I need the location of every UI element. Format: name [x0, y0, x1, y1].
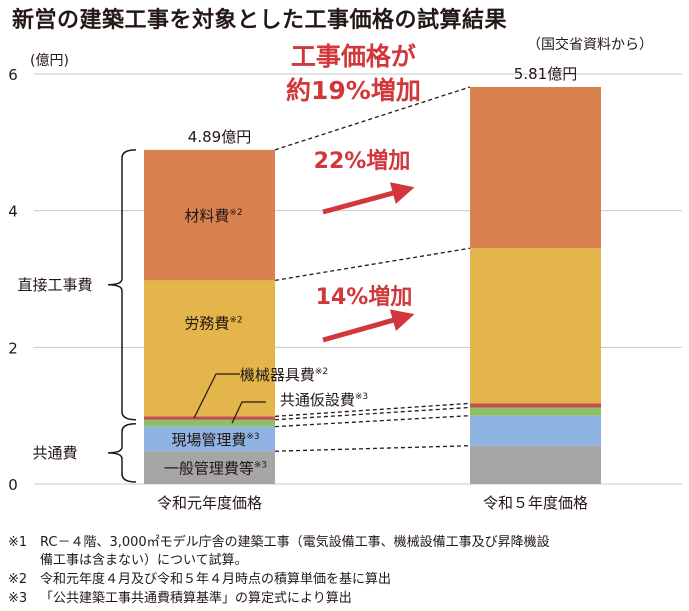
- footnote-mark: ※1: [8, 535, 28, 550]
- segment-label-site-text: 現場管理費: [171, 431, 246, 449]
- headline-line-2: 約19%増加: [286, 76, 421, 105]
- increase-label-material: 22%増加: [314, 148, 411, 174]
- y-axis-unit: (億円): [30, 53, 69, 69]
- bar-labels: 令和元年度価格4.89億円令和５年度価格5.81億円材料費※2労務費※2現場管理…: [157, 65, 588, 512]
- segment-label-material-note: ※2: [229, 208, 242, 218]
- segment-label-general-text: 一般管理費等: [164, 460, 254, 478]
- callout-label-temporary-note: ※3: [355, 392, 368, 402]
- connector-line: [274, 406, 471, 421]
- connector-line: [274, 415, 471, 428]
- callout-label-equipment: 機械器具費※2: [240, 366, 328, 384]
- bar-segment-material: [470, 86, 601, 249]
- segment-label-site: 現場管理費※3: [171, 431, 259, 449]
- bracket-direct: [107, 149, 137, 421]
- bar-segment-labor: [144, 280, 275, 417]
- segment-label-material-text: 材料費: [184, 207, 229, 225]
- bar-segment-temporary: [144, 419, 275, 427]
- connector-line: [274, 402, 471, 417]
- bracket-direct-label: 直接工事費: [17, 276, 92, 294]
- connector-line: [274, 445, 471, 452]
- callout-line-equipment: [193, 373, 240, 419]
- footnote-text: 「公共建築工事共通費積算基準」の算定式により算出: [40, 591, 352, 606]
- callout-label-temporary: 共通仮設費※3: [280, 391, 368, 409]
- footnote-row: ※3 「公共建築工事共通費積算基準」の算定式により算出: [8, 590, 352, 608]
- x-category-label: 令和５年度価格: [483, 494, 588, 512]
- y-tick-label: 6: [8, 66, 18, 84]
- y-axis-ticks: 0 2 4 6: [8, 66, 18, 494]
- segment-label-general: 一般管理費等※3: [164, 460, 267, 478]
- bar-segment-labor: [470, 248, 601, 404]
- bracket-common: [107, 423, 137, 483]
- callout-label-equipment-text: 機械器具費: [240, 366, 315, 384]
- footnote-mark: ※3: [8, 591, 28, 606]
- bar-segment-equipment: [144, 416, 275, 420]
- bars: [144, 86, 601, 484]
- increase-arrows: 22%増加 14%増加: [314, 148, 415, 343]
- callout-label-equipment-note: ※2: [315, 367, 328, 377]
- callout-label-temporary-text: 共通仮設費: [280, 391, 355, 409]
- increase-arrow-labor: [322, 309, 415, 343]
- y-tick-label: 0: [8, 476, 18, 494]
- bar-segment-general: [470, 445, 601, 484]
- segment-label-material: 材料費※2: [184, 207, 242, 225]
- bar-segment-temporary: [470, 407, 601, 416]
- headline-callout: 工事価格が 約19%増加: [286, 40, 421, 108]
- segment-label-general-note: ※3: [254, 461, 267, 471]
- footnote-row: ※1 RC－４階、3,000㎡モデル庁舎の建築工事（電気設備工事、機械設備工事及び…: [8, 534, 550, 552]
- bracket-common-label: 共通費: [32, 444, 77, 462]
- bar-segment-site: [470, 415, 601, 446]
- segment-label-labor: 労務費※2: [184, 314, 242, 332]
- footnote-text: 備工事は含まない）について試算。: [40, 553, 248, 568]
- footnote-text: 令和元年度４月及び令和５年４月時点の積算単価を基に算出: [40, 572, 392, 587]
- connector-line: [274, 247, 471, 282]
- chart-title: 新営の建築工事を対象とした工事価格の試算結果: [12, 8, 508, 33]
- segment-label-labor-note: ※2: [229, 315, 242, 325]
- bar-total-label: 4.89億円: [188, 128, 251, 146]
- bar-segment-general: [144, 451, 275, 484]
- x-category-label: 令和元年度価格: [157, 494, 262, 512]
- connector-lines: [274, 86, 471, 452]
- segment-label-labor-text: 労務費: [184, 314, 229, 332]
- bar-segment-equipment: [470, 403, 601, 408]
- footnote-text: RC－４階、3,000㎡モデル庁舎の建築工事（電気設備工事、機械設備工事及び昇降…: [40, 535, 550, 550]
- connector-line: [274, 86, 471, 151]
- callout-line-temporary: [231, 401, 266, 424]
- segment-label-site-note: ※3: [246, 432, 259, 442]
- y-tick-label: 4: [8, 203, 18, 221]
- footnote-row: ※2 令和元年度４月及び令和５年４月時点の積算単価を基に算出: [8, 571, 391, 589]
- footnote-mark: ※2: [8, 572, 28, 587]
- source-note: （国交省資料から）: [527, 37, 653, 53]
- bar-segment-site: [144, 426, 275, 452]
- footnote-row: 備工事は含まない）について試算。: [8, 552, 248, 570]
- headline-line-1: 工事価格が: [290, 42, 416, 71]
- increase-arrow-material: [322, 182, 415, 215]
- increase-label-labor: 14%増加: [316, 284, 413, 310]
- bar-total-label: 5.81億円: [514, 65, 577, 83]
- y-tick-label: 2: [8, 339, 18, 357]
- bar-segment-material: [144, 149, 275, 281]
